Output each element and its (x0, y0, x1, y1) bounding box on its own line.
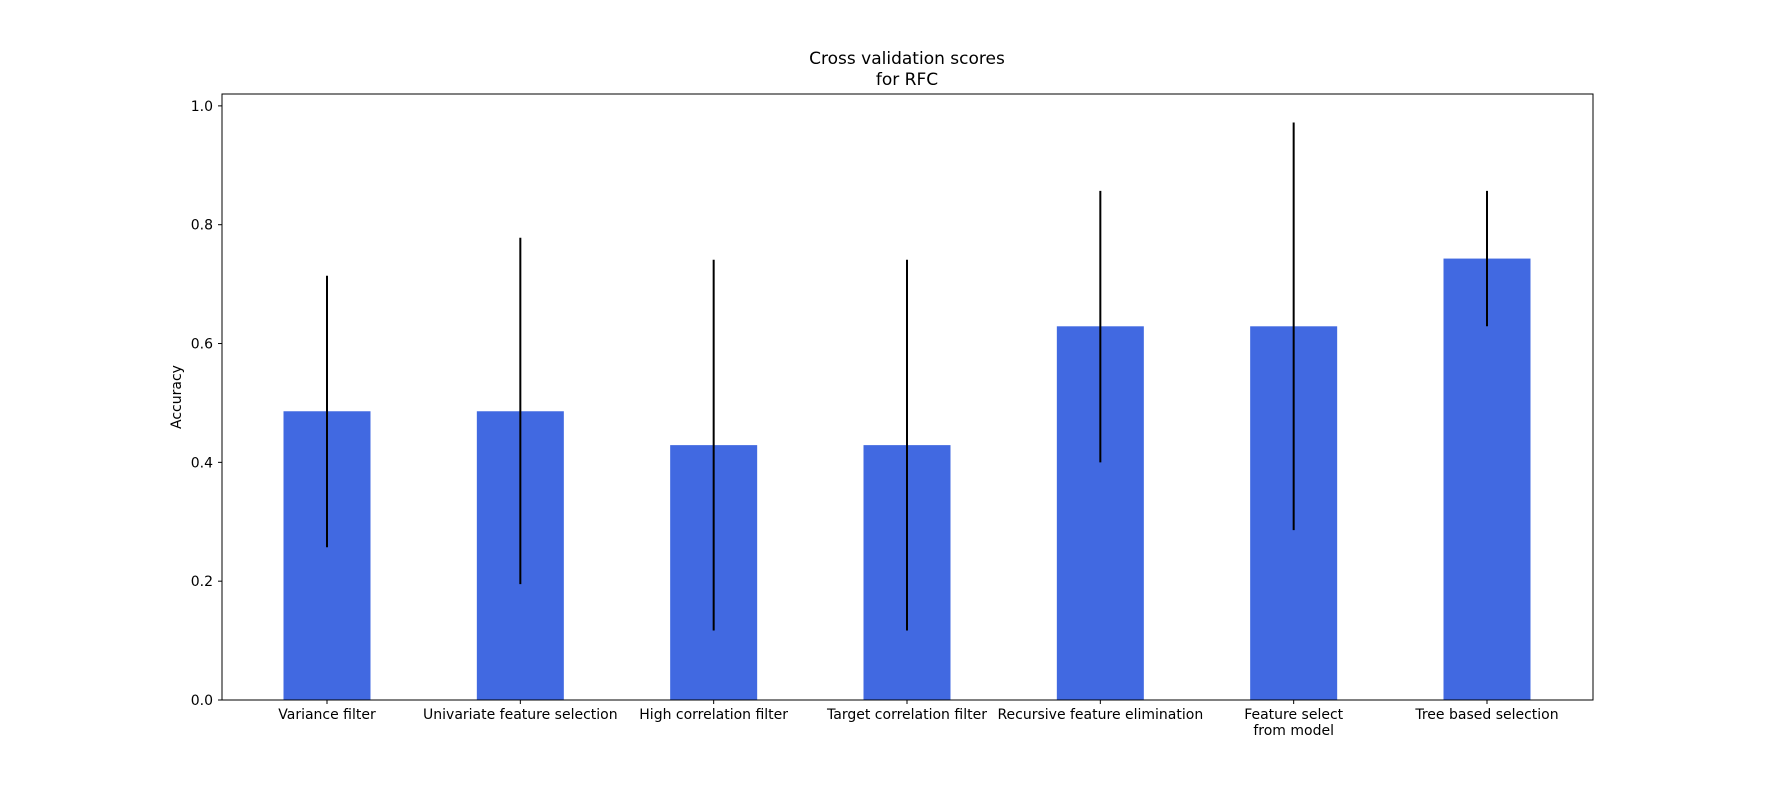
chart-title-line-2: for RFC (876, 70, 938, 90)
y-tick-label-5: 1.0 (191, 99, 213, 115)
y-tick-label-1: 0.2 (191, 574, 213, 590)
y-tick-label-2: 0.4 (191, 455, 213, 471)
y-axis: 0.0 0.2 0.4 0.6 0.8 1.0 (191, 99, 222, 709)
x-tick-label-6: Tree based selection (1414, 707, 1558, 723)
x-tick-label-6-line-0: Tree based selection (1414, 707, 1558, 723)
error-bars-group (326, 122, 1488, 631)
y-axis-label: Accuracy (169, 365, 185, 429)
x-tick-label-3-line-0: Target correlation filter (826, 707, 987, 723)
x-tick-label-4-line-0: Recursive feature elimination (997, 707, 1203, 723)
chart-title-line-1: Cross validation scores (809, 49, 1005, 69)
y-tick-label-0: 0.0 (191, 693, 213, 709)
x-tick-label-5-line-0: Feature select (1244, 707, 1343, 723)
x-tick-label-0-line-0: Variance filter (278, 707, 376, 723)
y-tick-label-3: 0.6 (191, 337, 213, 353)
x-tick-label-3: Target correlation filter (826, 707, 987, 723)
y-tick-label-4: 0.8 (191, 218, 213, 234)
x-tick-label-5: Feature select from model (1244, 707, 1343, 739)
x-tick-label-1-line-0: Univariate feature selection (423, 707, 618, 723)
x-tick-label-1: Univariate feature selection (423, 707, 618, 723)
x-tick-label-5-line-1: from model (1253, 723, 1334, 739)
bar-6 (1443, 258, 1531, 700)
x-tick-label-0: Variance filter (278, 707, 376, 723)
x-tick-label-4: Recursive feature elimination (997, 707, 1203, 723)
x-tick-label-2-line-0: High correlation filter (639, 707, 788, 723)
x-axis: Variance filter Univariate feature select… (278, 700, 1559, 739)
x-tick-label-2: High correlation filter (639, 707, 788, 723)
